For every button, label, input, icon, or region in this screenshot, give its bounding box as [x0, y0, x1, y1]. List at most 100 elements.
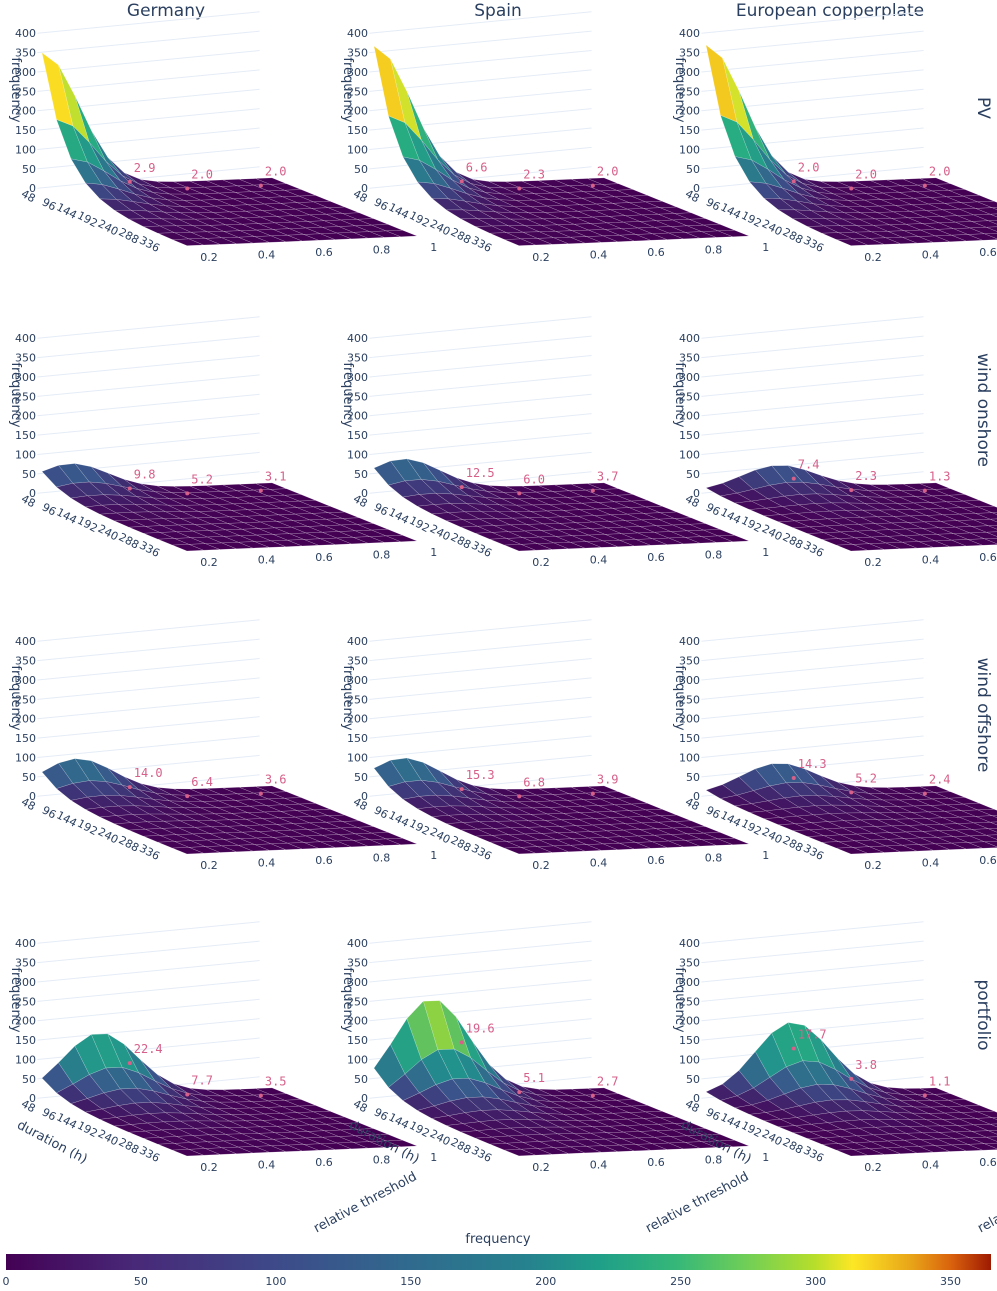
z-axis-title: frequency: [8, 665, 23, 731]
y-axis-title: relative threshold: [643, 1169, 751, 1236]
column-title: Spain: [474, 1, 522, 21]
surface-cell: [988, 1130, 997, 1135]
y-tick-label: 0.4: [258, 248, 276, 261]
z-tick-label: 400: [347, 332, 368, 345]
annotation-marker: [922, 791, 927, 796]
colorbar-tick-label: 0: [3, 1275, 10, 1288]
x-tick-label: 336: [469, 1144, 494, 1165]
y-tick-label: 0.8: [705, 243, 723, 256]
annotation-label: 22.4: [134, 1042, 163, 1056]
surface-cell: [701, 838, 733, 846]
surface-cell: [918, 235, 950, 243]
z-gridline: [701, 316, 924, 339]
surface-cell: [991, 207, 997, 210]
y-tick-label: 0.6: [979, 854, 997, 867]
surface-cell: [188, 238, 220, 246]
surface-cell: [991, 815, 997, 818]
z-gridline: [37, 960, 260, 983]
annotation-label: 14.0: [134, 766, 163, 780]
z-tick-label: 400: [15, 937, 36, 950]
colorbar-tick-label: 50: [134, 1275, 148, 1288]
surface-cell: [967, 233, 997, 241]
surface-cell: [986, 226, 997, 232]
z-tick-label: 400: [347, 937, 368, 950]
y-tick-label: 1: [762, 241, 769, 254]
z-axis-title: frequency: [8, 362, 23, 428]
y-tick-label: 0.4: [258, 856, 276, 869]
surface-cell: [602, 234, 635, 242]
x-tick-label: 96: [40, 196, 58, 214]
annotation-label: 14.3: [798, 757, 827, 771]
z-tick-label: 150: [15, 732, 36, 745]
y-tick-label: 0.6: [647, 551, 665, 564]
z-tick-label: 0: [29, 182, 36, 195]
annotation-marker: [258, 791, 263, 796]
surface-cell: [586, 235, 618, 243]
y-tick-label: 0.4: [258, 553, 276, 566]
z-tick-label: 400: [347, 27, 368, 40]
x-tick-label: 96: [704, 1106, 722, 1124]
z-gridline: [37, 374, 260, 397]
surface-cell: [172, 238, 204, 246]
surface-cell: [353, 231, 385, 239]
surface-cell: [969, 834, 997, 843]
x-tick-label: 96: [704, 196, 722, 214]
annotation-marker: [922, 488, 927, 493]
y-tick-label: 0.6: [315, 854, 333, 867]
z-tick-label: 400: [679, 937, 700, 950]
z-tick-label: 100: [347, 143, 368, 156]
annotation-label: 6.8: [523, 775, 545, 789]
z-axis-title: frequency: [8, 967, 23, 1033]
x-tick-label: 96: [704, 501, 722, 519]
annotation-marker: [517, 1090, 522, 1095]
annotation-marker: [517, 186, 522, 191]
surface-cell: [934, 234, 967, 242]
z-tick-label: 100: [679, 751, 700, 764]
z-tick-label: 200: [15, 1015, 36, 1028]
z-gridline: [701, 960, 924, 983]
y-tick-label: 0.6: [979, 246, 997, 259]
x-tick-label: 48: [683, 1097, 701, 1115]
surface-cell: [570, 541, 602, 549]
y-tick-label: 0.6: [315, 1156, 333, 1169]
y-tick-label: 0.2: [200, 859, 218, 872]
surface-cell: [238, 541, 270, 549]
surface-cell: [172, 1149, 204, 1157]
annotation-label: 2.0: [855, 168, 877, 182]
colorbar-tick-label: 200: [535, 1275, 556, 1288]
surface-cell: [934, 539, 967, 547]
x-tick-label: 336: [469, 234, 494, 255]
z-gridline: [37, 166, 260, 189]
z-gridline: [369, 998, 592, 1022]
z-tick-label: 200: [679, 713, 700, 726]
surface-cell: [635, 233, 667, 241]
z-tick-label: 0: [693, 182, 700, 195]
z-tick-label: 250: [679, 995, 700, 1008]
annotation-marker: [849, 186, 854, 191]
surface-cell: [270, 1144, 303, 1152]
z-gridline: [701, 658, 924, 681]
annotation-label: 2.3: [523, 168, 545, 182]
y-tick-label: 0.2: [864, 251, 882, 264]
x-tick-label: 96: [372, 501, 390, 519]
surface-cell: [570, 236, 602, 244]
z-gridline: [701, 1018, 924, 1041]
annotation-marker: [517, 794, 522, 799]
z-gridline: [701, 754, 924, 778]
surface-cell: [951, 234, 983, 242]
surface-cell: [869, 1147, 901, 1155]
surface-cell: [188, 543, 220, 551]
x-tick-label: 336: [137, 234, 162, 255]
surface-cell: [918, 540, 950, 548]
row-title: wind onshore: [973, 353, 993, 467]
z-gridline: [701, 451, 924, 475]
z-tick-label: 100: [15, 448, 36, 461]
z-tick-label: 350: [679, 352, 700, 365]
z-gridline: [369, 638, 592, 662]
z-axis-title: frequency: [340, 967, 355, 1033]
surface-cell: [619, 234, 651, 242]
